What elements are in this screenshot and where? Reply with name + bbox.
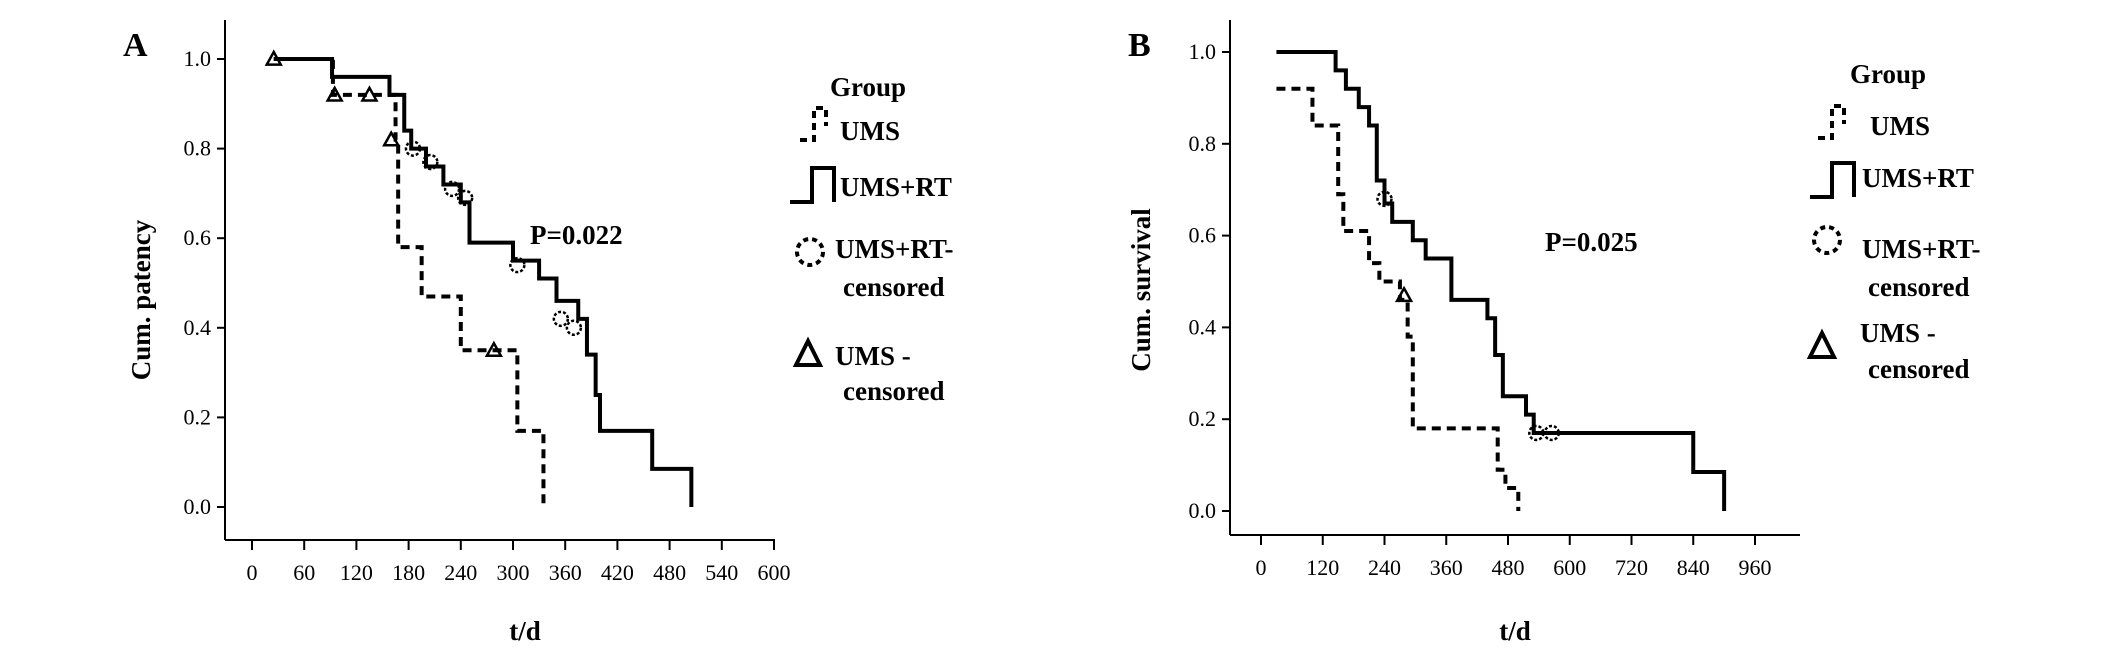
x-tick-label: 180 — [392, 560, 425, 585]
legend-symbol-dashed-step — [1818, 104, 1846, 140]
legend-label: UMS+RT- — [1862, 234, 1980, 264]
x-tick-label: 600 — [1553, 555, 1586, 580]
y-tick-label: 0.6 — [1189, 223, 1217, 248]
series-line-ums-rt — [1276, 50, 1727, 511]
censored-marker-ums-rt — [565, 319, 583, 337]
y-tick-label: 0.4 — [184, 315, 212, 340]
censored-marker-ums — [1394, 285, 1414, 303]
censored-marker-ums — [360, 85, 379, 102]
x-tick-label: 240 — [444, 560, 477, 585]
legend: Group UMS UMS+RT UMS+RT-censored UMS - censor… — [1806, 59, 1980, 384]
censored-marker-ums-rt — [552, 310, 570, 328]
legend-item-ums_c: UMS - censored — [1806, 318, 1970, 384]
legend: Group UMS UMS+RT UMS+RT-censored UMS - censor… — [790, 72, 953, 406]
p-value-annotation: P=0.025 — [1545, 227, 1638, 257]
censored-marker-ums-rt — [422, 153, 439, 171]
censored-marker-ums-rt — [1543, 424, 1560, 442]
legend-symbol-triangle — [792, 336, 824, 367]
legend-title: Group — [1850, 59, 1926, 89]
series-line-ums — [1276, 86, 1521, 511]
legend-label-line2: censored — [1868, 272, 1970, 302]
censored-marker-ums-rt — [1528, 424, 1545, 442]
censored-marker-ums — [325, 85, 344, 102]
x-axis-title: t/d — [1499, 616, 1531, 646]
censored-marker-ums — [484, 340, 503, 358]
x-tick-label: 720 — [1615, 555, 1648, 580]
censored-marker-ums-rt — [456, 189, 474, 207]
x-tick-label: 300 — [497, 560, 530, 585]
legend-label: UMS+RT- — [835, 234, 953, 264]
censored-marker-ums-rt — [509, 256, 526, 274]
x-tick-label: 60 — [293, 560, 315, 585]
legend-item-umsrt_c: UMS+RT-censored — [1812, 225, 1980, 302]
x-tick-label: 240 — [1368, 555, 1401, 580]
legend-item-ums_c: UMS - censored — [792, 336, 945, 406]
legend-symbol-solid-step — [790, 166, 836, 204]
y-tick-label: 0.0 — [1189, 498, 1217, 523]
legend-label-line2: censored — [843, 376, 945, 406]
legend-label: UMS+RT — [1862, 163, 1974, 193]
y-tick-label: 0.2 — [1189, 406, 1217, 431]
y-tick-label: 1.0 — [1189, 39, 1217, 64]
legend-item-ums: UMS — [800, 106, 900, 146]
x-tick-label: 0 — [1256, 555, 1267, 580]
legend-label: UMS+RT — [840, 172, 952, 202]
legend-symbol-dashed-step — [800, 106, 828, 142]
censored-marker-ums — [264, 49, 283, 66]
censored-marker-ums-rt — [443, 180, 461, 198]
y-axis-title: Cum. patency — [126, 219, 156, 380]
series-line-ums-rt — [273, 57, 694, 507]
y-tick-label: 0.6 — [184, 225, 212, 250]
x-tick-label: 120 — [340, 560, 373, 585]
y-tick-label: 0.4 — [1189, 314, 1217, 339]
x-tick-label: 480 — [1492, 555, 1525, 580]
legend-item-umsrt: UMS+RT — [790, 166, 952, 204]
panel-label: A — [123, 27, 148, 64]
x-tick-label: 360 — [549, 560, 582, 585]
legend-label-line2: censored — [1868, 354, 1970, 384]
y-axis-title: Cum. survival — [1126, 208, 1156, 372]
y-tick-label: 0.0 — [184, 494, 212, 519]
chart-panel-b: B 0.0 0.2 0.4 0.6 0.8 1.0 0 120 240 360 480 600 720 84… — [1126, 20, 1980, 646]
x-tick-label: 120 — [1306, 555, 1339, 580]
legend-symbol-solid-step — [1810, 161, 1856, 199]
censored-marker-ums — [382, 130, 401, 147]
p-value-annotation: P=0.022 — [530, 220, 623, 250]
y-tick-label: 0.2 — [184, 404, 212, 429]
x-tick-label: 540 — [705, 560, 738, 585]
legend-symbol-dashed-circle — [795, 237, 825, 267]
x-tick-label: 600 — [758, 560, 791, 585]
x-tick-label: 960 — [1739, 555, 1772, 580]
chart-panel-a: A 0.0 0.2 0.4 0.6 0.8 1.0 0 60 120 180 240 300 360 420… — [123, 20, 953, 646]
y-tick-label: 0.8 — [184, 136, 212, 161]
legend-label: UMS — [840, 116, 900, 146]
legend-item-umsrt_c: UMS+RT-censored — [795, 234, 953, 302]
x-axis-title: t/d — [509, 616, 541, 646]
legend-title: Group — [830, 72, 906, 102]
legend-item-umsrt: UMS+RT — [1810, 161, 1974, 199]
censored-marker-ums-rt — [1376, 190, 1393, 208]
legend-symbol-triangle — [1806, 328, 1838, 359]
legend-symbol-dashed-circle — [1812, 225, 1842, 255]
x-tick-label: 0 — [247, 560, 258, 585]
panel-label: B — [1128, 27, 1151, 64]
x-tick-label: 420 — [601, 560, 634, 585]
legend-label: UMS - — [1860, 318, 1936, 348]
x-tick-label: 480 — [653, 560, 686, 585]
x-tick-label: 360 — [1430, 555, 1463, 580]
legend-label: UMS — [1870, 111, 1930, 141]
legend-label: UMS - — [835, 341, 911, 371]
legend-item-ums: UMS — [1818, 104, 1930, 141]
y-tick-label: 1.0 — [184, 46, 212, 71]
legend-label-line2: censored — [843, 272, 945, 302]
y-tick-label: 0.8 — [1189, 131, 1217, 156]
x-tick-label: 840 — [1677, 555, 1710, 580]
series-line-ums — [273, 57, 546, 507]
censored-marker-ums-rt — [404, 140, 422, 157]
